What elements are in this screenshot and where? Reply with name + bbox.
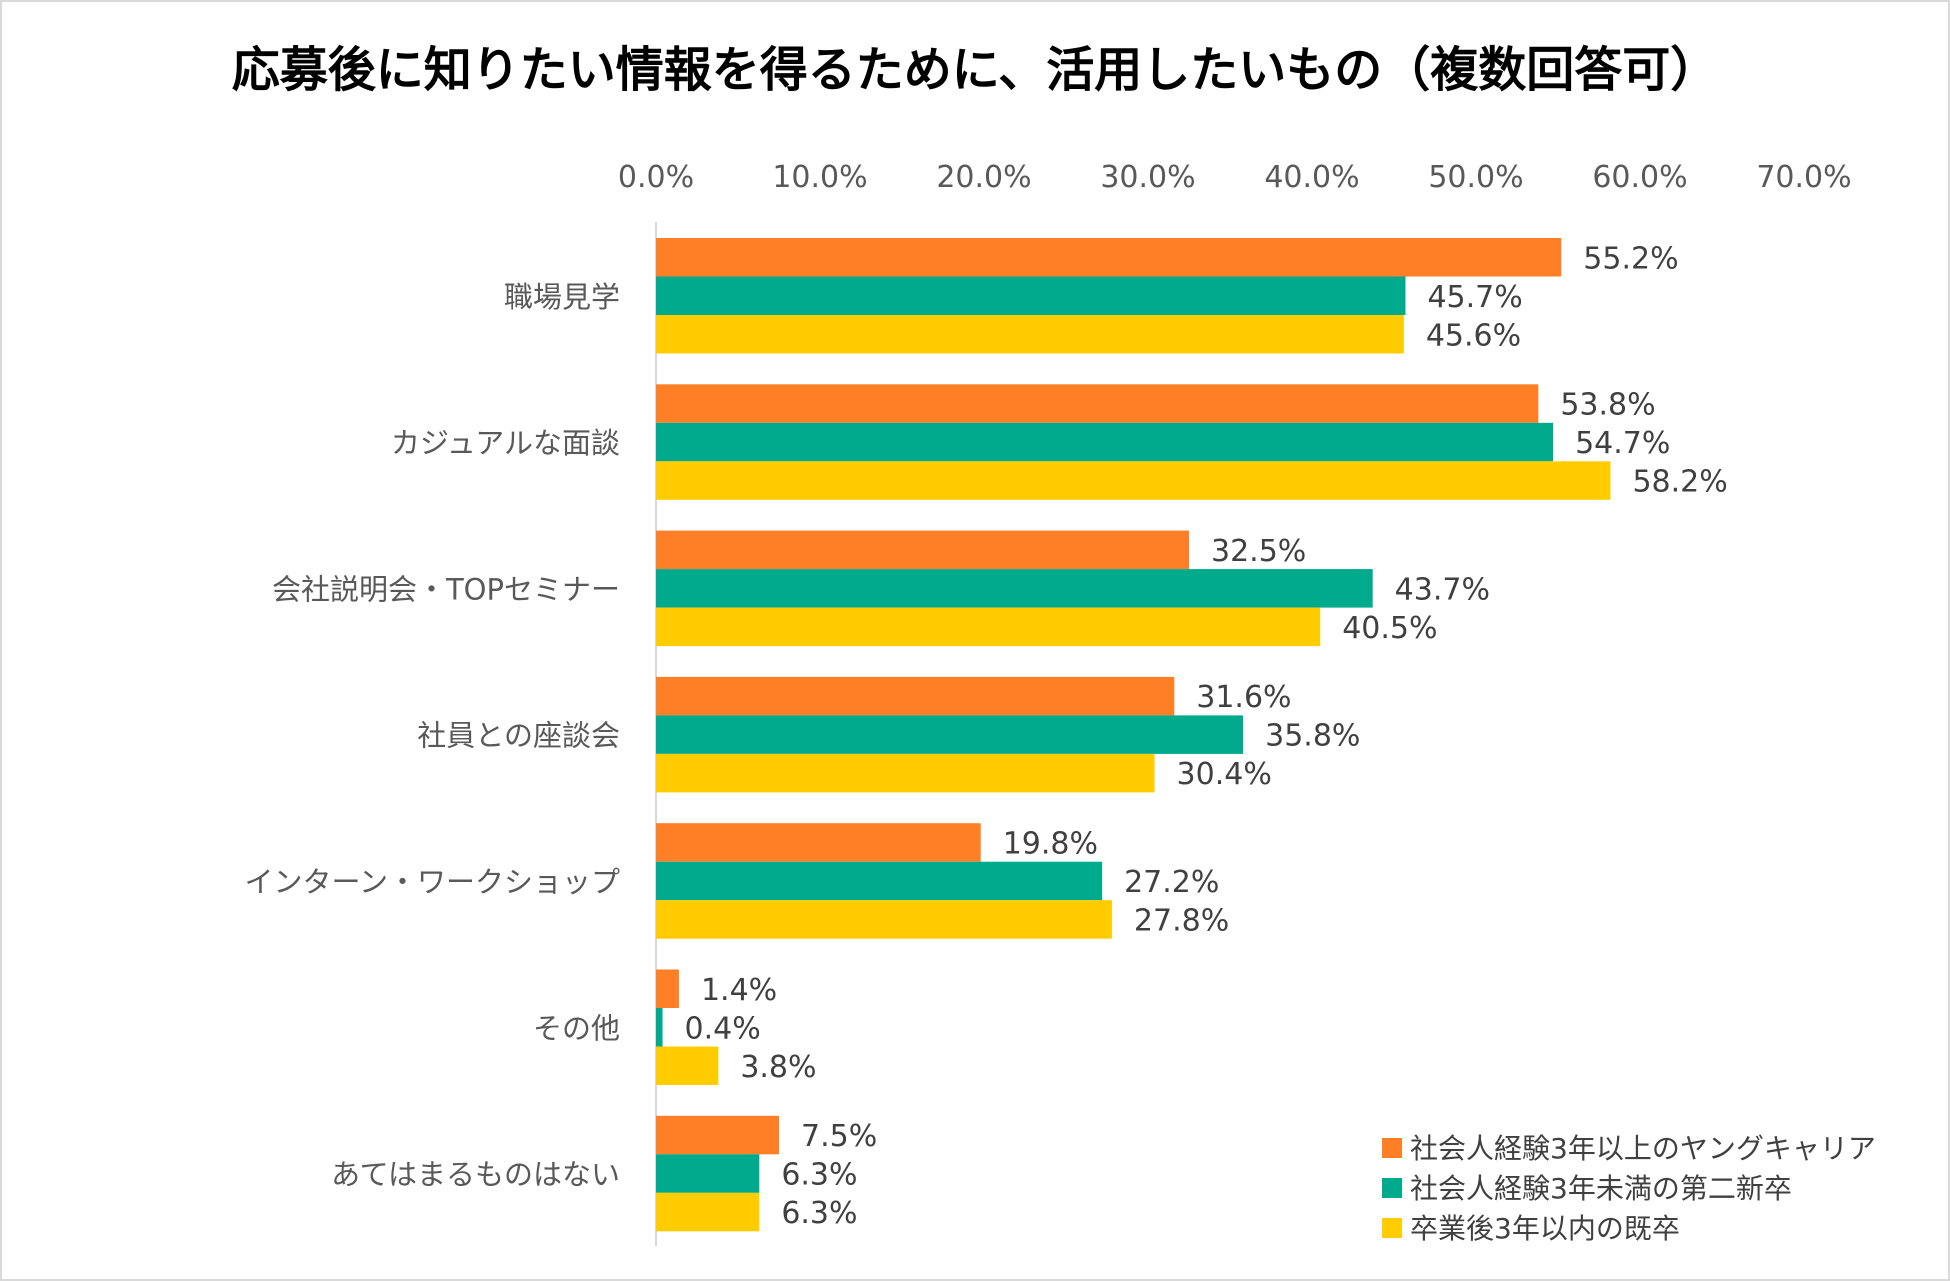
category-label: インターン・ワークショップ: [244, 865, 620, 899]
bar: [656, 823, 981, 862]
x-tick-label: 50.0%: [1428, 160, 1523, 195]
data-label: 3.8%: [740, 1050, 816, 1085]
bar: [656, 461, 1611, 500]
data-label: 6.3%: [781, 1196, 857, 1231]
legend-swatch: [1382, 1218, 1402, 1238]
data-label: 45.6%: [1426, 318, 1521, 353]
data-label: 43.7%: [1395, 572, 1490, 607]
bar: [656, 384, 1539, 423]
data-label: 55.2%: [1583, 241, 1678, 276]
bar: [656, 607, 1321, 647]
bar: [656, 900, 1112, 939]
x-tick-label: 10.0%: [772, 160, 867, 195]
data-label: 27.8%: [1134, 903, 1229, 938]
bar: [656, 861, 1103, 901]
data-label: 54.7%: [1575, 426, 1670, 461]
bar: [656, 1008, 663, 1047]
legend-swatch: [1382, 1138, 1402, 1158]
data-label: 53.8%: [1560, 388, 1655, 423]
bar: [656, 753, 1155, 793]
data-label: 40.5%: [1342, 611, 1437, 646]
x-tick-label: 30.0%: [1100, 160, 1195, 195]
bar: [656, 276, 1406, 315]
category-label: 職場見学: [504, 280, 620, 314]
category-label: カジュアルな面談: [391, 426, 620, 460]
bar: [656, 715, 1244, 754]
bar: [656, 1115, 779, 1155]
chart-title: 応募後に知りたい情報を得るために、活用したいもの（複数回答可）: [232, 42, 1719, 98]
bar: [656, 422, 1554, 462]
bar: [656, 969, 679, 1008]
data-label: 32.5%: [1211, 534, 1306, 569]
bar: [656, 1154, 760, 1193]
data-label: 6.3%: [781, 1158, 857, 1193]
x-tick-label: 70.0%: [1756, 160, 1851, 195]
data-label: 1.4%: [701, 973, 777, 1008]
data-label: 30.4%: [1177, 757, 1272, 792]
x-axis-ticks: 0.0% 10.0% 20.0% 30.0% 40.0% 50.0% 60.0% 70.0%: [618, 160, 1852, 195]
data-label: 31.6%: [1196, 680, 1291, 715]
data-label: 58.2%: [1632, 465, 1727, 500]
legend-label: 社会人経験3年以上のヤングキャリア: [1410, 1132, 1876, 1165]
bar: [656, 1046, 719, 1085]
data-label: 19.8%: [1003, 826, 1098, 861]
data-label: 35.8%: [1265, 719, 1360, 754]
x-tick-label: 0.0%: [618, 160, 694, 195]
bar: [656, 676, 1175, 716]
bar: [656, 315, 1404, 354]
x-tick-label: 20.0%: [936, 160, 1031, 195]
category-label: 会社説明会・TOPセミナー: [272, 572, 620, 606]
bar: [656, 238, 1562, 277]
legend-swatch: [1382, 1178, 1402, 1198]
category-label: その他: [533, 1011, 620, 1045]
x-tick-label: 40.0%: [1264, 160, 1359, 195]
category-label: 社員との座談会: [417, 719, 620, 753]
data-label: 45.7%: [1427, 280, 1522, 315]
data-label: 7.5%: [801, 1119, 877, 1154]
data-label: 27.2%: [1124, 865, 1219, 900]
bar: [656, 569, 1373, 608]
legend-label: 卒業後3年以内の既卒: [1410, 1212, 1680, 1245]
category-labels: 職場見学カジュアルな面談会社説明会・TOPセミナー社員との座談会インターン・ワー…: [244, 280, 620, 1192]
bar: [656, 530, 1189, 570]
legend: 社会人経験3年以上のヤングキャリア社会人経験3年未満の第二新卒卒業後3年以内の既…: [1382, 1132, 1876, 1245]
bars: [656, 238, 1611, 1232]
bar: [656, 1192, 760, 1232]
data-labels: 55.2% 45.7%45.6% 53.8%54.7% 58.2% 32.5% 43.7%…: [685, 241, 1728, 1231]
category-label: あてはまるものはない: [331, 1158, 620, 1192]
data-label: 0.4%: [685, 1011, 761, 1046]
x-tick-label: 60.0%: [1592, 160, 1687, 195]
legend-label: 社会人経験3年未満の第二新卒: [1410, 1172, 1792, 1205]
